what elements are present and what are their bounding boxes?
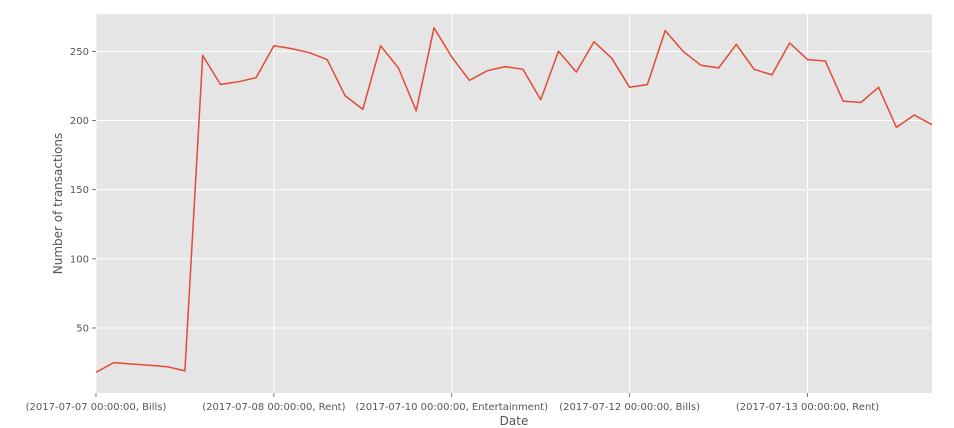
x-tick-label: (2017-07-10 00:00:00, Entertainment) xyxy=(355,402,548,413)
x-axis-title: Date xyxy=(500,414,529,428)
x-tick-label: (2017-07-12 00:00:00, Bills) xyxy=(559,402,700,413)
y-axis-title: Number of transactions xyxy=(51,133,65,274)
grid-lines xyxy=(95,14,932,393)
x-axis-ticks: (2017-07-07 00:00:00, Bills) (2017-07-08 … xyxy=(26,393,879,413)
x-tick-label: (2017-07-13 00:00:00, Rent) xyxy=(736,402,879,413)
y-tick-label: 200 xyxy=(70,116,89,127)
y-tick-label: 250 xyxy=(70,47,89,58)
x-tick-label: (2017-07-07 00:00:00, Bills) xyxy=(26,402,167,413)
plot-background xyxy=(96,14,932,393)
y-tick-label: 100 xyxy=(70,254,89,265)
y-axis-ticks: 50 100 150 200 250 xyxy=(70,47,96,334)
series-line xyxy=(95,27,933,373)
x-tick-label: (2017-07-08 00:00:00, Rent) xyxy=(202,402,345,413)
series-lines xyxy=(95,27,933,373)
y-tick-label: 50 xyxy=(76,323,89,334)
y-tick-label: 150 xyxy=(70,185,89,196)
